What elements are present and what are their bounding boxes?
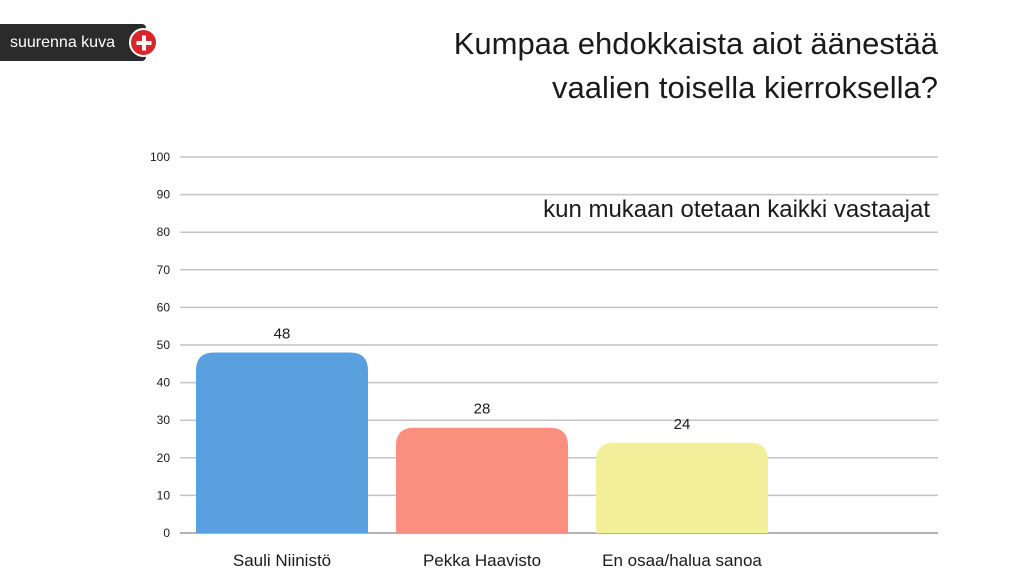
y-tick-label: 90 [157, 188, 171, 202]
y-tick-label: 40 [157, 376, 171, 390]
chart-title-line-1: Kumpaa ehdokkaista aiot äänestää [453, 26, 938, 61]
x-category-label: Sauli Niinistö [233, 551, 331, 570]
bar-value-label: 24 [674, 416, 691, 433]
y-tick-label: 80 [157, 225, 171, 239]
x-category-label: Pekka Haavisto [423, 551, 541, 570]
y-tick-label: 20 [157, 451, 171, 465]
y-tick-label: 60 [157, 300, 171, 314]
y-tick-label: 0 [163, 526, 170, 540]
chart-subtitle: kun mukaan otetaan kaikki vastaajat [543, 196, 930, 223]
y-tick-label: 10 [157, 488, 171, 502]
plus-icon [129, 28, 158, 57]
y-tick-label: 100 [150, 150, 170, 164]
chart-title: Kumpaa ehdokkaista aiot äänestää vaalien… [338, 22, 938, 110]
bar [596, 442, 768, 533]
zoom-image-button[interactable]: suurenna kuva [0, 24, 158, 61]
bar-value-label: 48 [274, 326, 291, 343]
bar [196, 352, 368, 533]
y-tick-label: 50 [157, 338, 171, 352]
y-tick-label: 30 [157, 413, 171, 427]
x-category-label: En osaa/halua sanoa [602, 551, 762, 570]
y-tick-label: 70 [157, 263, 171, 277]
bar-value-label: 28 [474, 401, 491, 418]
bar [396, 427, 568, 533]
chart-title-line-2: vaalien toisella kierroksella? [552, 70, 938, 105]
zoom-image-label: suurenna kuva [10, 33, 115, 51]
